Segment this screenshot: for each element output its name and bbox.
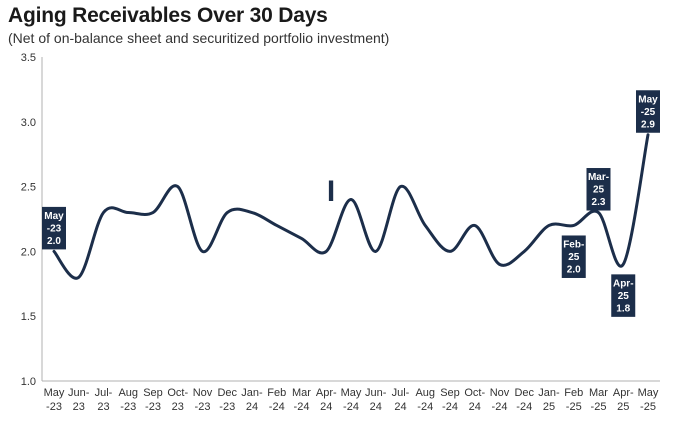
x-tick-label: Mar -24 <box>292 387 311 413</box>
data-label-box <box>561 235 586 278</box>
annotations: I <box>327 175 335 208</box>
data-label: Apr- 251.8 <box>611 274 636 317</box>
data-label-text: 25 <box>568 252 580 263</box>
data-label-text: Apr- <box>613 278 634 289</box>
data-label-text: 2.9 <box>641 119 655 130</box>
x-tick-label: Jul-24 <box>392 387 410 413</box>
y-tick-label: 1.0 <box>21 376 36 388</box>
x-tick-label: Aug -23 <box>118 387 138 413</box>
x-tick-label: Nov -24 <box>490 387 510 413</box>
x-tick-label: Feb -24 <box>267 387 286 413</box>
x-tick-label: May -24 <box>341 387 362 413</box>
y-tick-label: 2.5 <box>21 182 36 194</box>
data-label-text: 1.8 <box>616 303 630 314</box>
y-tick-label: 3.5 <box>21 52 36 64</box>
data-label-text: Mar- <box>588 172 609 183</box>
x-tick-label: Jan-24 <box>241 387 263 413</box>
x-tick-label: Jun-24 <box>365 387 387 413</box>
data-label-box <box>611 274 636 317</box>
data-label-box <box>636 90 660 133</box>
x-tick-label: Dec -23 <box>217 387 237 413</box>
y-tick-label: 2.0 <box>21 246 36 258</box>
data-label-text: 25 <box>618 291 630 302</box>
data-label-text: 25 <box>593 185 605 196</box>
annotation-text: I <box>327 175 335 208</box>
data-label: Feb- 252.0 <box>561 235 586 278</box>
data-label-box <box>586 168 611 211</box>
x-tick-label: Nov -23 <box>193 387 213 413</box>
data-label: May -252.9 <box>636 90 660 133</box>
x-tick-label: Jan-25 <box>538 387 560 413</box>
x-tick-label: Oct-24 <box>464 387 485 413</box>
data-label-text: 2.3 <box>592 197 606 208</box>
x-tick-label: Sep -23 <box>143 387 163 413</box>
x-tick-label: Feb -25 <box>564 387 583 413</box>
data-label-text: 2.0 <box>47 236 61 247</box>
data-label-text: 2.0 <box>567 264 581 275</box>
y-tick-label: 1.5 <box>21 311 36 323</box>
series-line <box>52 133 650 280</box>
series <box>52 133 650 280</box>
data-label-text: -25 <box>641 107 656 118</box>
data-label-text: -23 <box>47 223 62 234</box>
x-tick-label: Apr-25 <box>613 387 634 413</box>
data-label: Mar- 252.3 <box>586 168 611 211</box>
x-tick-label: May -23 <box>44 387 65 413</box>
x-tick-label: Aug -24 <box>415 387 435 413</box>
x-tick-label: May -25 <box>638 387 659 413</box>
chart-subtitle: (Net of on-balance sheet and securitized… <box>8 30 390 46</box>
x-tick-label: Jun-23 <box>68 387 90 413</box>
data-label-text: Feb- <box>563 239 584 250</box>
data-label-text: May <box>638 94 658 105</box>
data-label-box <box>42 206 66 250</box>
y-tick-label: 3.0 <box>21 117 36 129</box>
data-label-text: May <box>44 211 64 222</box>
x-tick-label: Jul-23 <box>95 387 113 413</box>
x-tick-label: Mar -25 <box>589 387 608 413</box>
y-axis: 1.0 1.5 2.0 2.5 3.0 3.5 <box>21 52 43 388</box>
x-tick-label: Oct-23 <box>167 387 188 413</box>
x-tick-label: Sep -24 <box>440 387 460 413</box>
x-tick-label: Apr-24 <box>316 387 337 413</box>
data-label: May-23 2.0 <box>42 206 66 250</box>
chart-title: Aging Receivables Over 30 Days <box>8 4 328 27</box>
data-labels: May-232.0 Feb-252.0Mar-252.3Apr-251.8May-… <box>42 90 660 317</box>
x-tick-label: Dec -24 <box>514 387 534 413</box>
